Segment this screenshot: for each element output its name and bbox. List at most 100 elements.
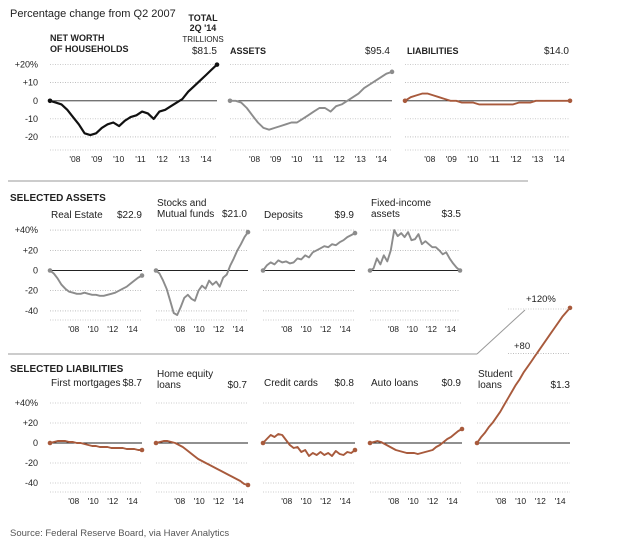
y-tick-label: -20 [25,132,38,142]
series-start-point [47,98,53,104]
x-tick-label: '10 [407,324,418,334]
y-tick-label: 0 [33,438,38,448]
panel-title: Stocks and [157,198,206,209]
small-multiples: +20% +10 0 -10 -20 '08 '09 '10 '11 '12 '13 '14 NET W… [15,33,573,506]
x-tick-label: '08 [495,496,506,506]
x-tick-label: '12 [107,324,118,334]
series-line-real-estate [49,269,143,297]
total-label-1: TOTAL [188,13,218,23]
series-end-point [245,229,251,235]
y-tick-label: 0 [33,96,38,106]
x-tick-label: '10 [194,324,205,334]
series-line-home-equity [155,440,249,486]
x-tick-label: '10 [88,324,99,334]
series-end-point [567,98,573,104]
panel-total: $95.4 [365,46,390,57]
panel-total: $21.0 [222,209,247,220]
series-end-point [139,447,145,453]
panel-title: OF HOUSEHOLDS [50,44,129,54]
x-tick-label: '14 [340,324,351,334]
series-end-point [389,69,395,75]
annotation-plus-80: +80 [514,341,530,352]
series-end-point [352,230,358,236]
x-tick-label: '14 [554,154,565,164]
y-tick-label: -20 [25,458,38,468]
panel-credit-cards: '08 '10 '12 '14 Credit cards $0.8 [260,378,358,506]
panel-total: $0.8 [335,378,355,389]
series-start-point [402,98,408,104]
series-end-point [245,482,251,488]
x-tick-label: '12 [511,154,522,164]
x-tick-label: '10 [194,496,205,506]
x-tick-label: '10 [467,154,478,164]
x-tick-label: '10 [301,324,312,334]
series-start-point [153,440,159,446]
panel-assets: '08 '09 '10 '11 '12 '13 '14 ASSETS $95.4 [227,46,395,164]
series-end-point [139,273,145,278]
panel-title: assets [371,209,400,220]
series-start-point [47,268,53,273]
x-tick-label: '08 [68,324,79,334]
series-line-liabilities [404,92,570,106]
x-tick-label: '12 [157,154,168,164]
x-tick-label: '11 [313,154,324,164]
x-tick-label: '11 [135,154,146,164]
series-line-fixed-income [369,229,461,272]
panel-title: NET WORTH [50,33,105,43]
x-tick-label: '09 [446,154,457,164]
x-tick-label: '14 [201,154,212,164]
panel-total: $14.0 [544,46,569,57]
x-tick-label: '10 [291,154,302,164]
x-tick-label: '08 [388,324,399,334]
series-end-point [214,62,220,67]
series-end-point [352,447,358,453]
y-tick-label: +20 [23,245,38,255]
x-tick-label: '14 [233,496,244,506]
series-start-point [227,98,233,104]
panel-total: $1.3 [551,380,571,391]
series-line-deposits [262,232,356,272]
x-tick-label: '10 [88,496,99,506]
chart-subtitle: Percentage change from Q2 2007 [10,8,176,20]
x-tick-label: '08 [249,154,260,164]
panel-total: $0.7 [228,380,248,391]
x-tick-label: '10 [113,154,124,164]
panel-total: $22.9 [117,210,142,221]
panel-title: First mortgages [51,378,120,389]
y-tick-label: -10 [25,114,38,124]
x-tick-label: '08 [281,496,292,506]
panel-title: Auto loans [371,378,418,389]
x-tick-label: '14 [127,496,138,506]
x-tick-label: '14 [127,324,138,334]
panel-title: Fixed-income [371,198,431,209]
total-label-2: 2Q '14 [190,23,217,33]
y-tick-label: -40 [25,306,38,316]
y-tick-label: +10 [23,78,38,88]
panel-title: loans [157,380,181,391]
y-tick-label: 0 [33,266,38,276]
series-line-assets [230,70,393,131]
x-tick-label: '14 [233,324,244,334]
y-tick-label: +40% [15,225,38,235]
x-tick-label: '08 [174,324,185,334]
panel-first-mortgages: +40% +20 0 -20 -40 '08 '10 '12 '14 First mortgage… [15,378,145,506]
panel-title: Credit cards [264,378,318,389]
x-tick-label: '09 [270,154,281,164]
x-tick-label: '09 [91,154,102,164]
x-tick-label: '14 [555,496,566,506]
panel-title: Deposits [264,210,303,221]
x-tick-label: '13 [532,154,543,164]
series-start-point [260,440,266,446]
series-line-first-mortgages [49,440,142,451]
panel-liabilities: '08 '09 '10 '11 '12 '13 '14 LIABILITIES $14.0 [402,46,573,164]
x-tick-label: '12 [427,496,438,506]
x-tick-label: '14 [376,154,387,164]
panel-title: Real Estate [51,210,103,221]
series-start-point [153,268,159,273]
x-tick-label: '12 [213,324,224,334]
